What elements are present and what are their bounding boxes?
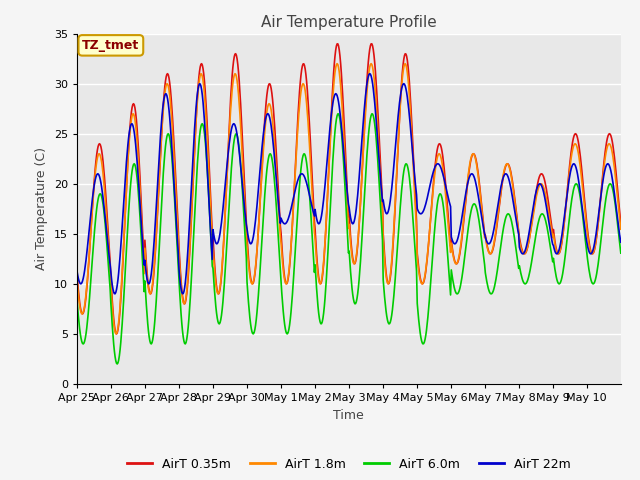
Line: AirT 0.35m: AirT 0.35m (77, 44, 621, 334)
AirT 6.0m (73, 295, 81, 300)
AirT 0.35m (264, 83, 272, 89)
Y-axis label: Air Temperature (C): Air Temperature (C) (35, 147, 48, 270)
AirT 6.0m (264, 156, 272, 162)
AirT 0.35m (113, 331, 120, 337)
AirT 22m (406, 121, 414, 127)
Line: AirT 1.8m: AirT 1.8m (77, 64, 621, 334)
Legend: AirT 0.35m, AirT 1.8m, AirT 6.0m, AirT 22m: AirT 0.35m, AirT 1.8m, AirT 6.0m, AirT 2… (122, 453, 575, 476)
AirT 1.8m (73, 275, 81, 281)
AirT 1.8m (285, 268, 292, 274)
AirT 22m (111, 291, 119, 297)
AirT 22m (617, 240, 625, 245)
AirT 22m (237, 170, 245, 176)
AirT 6.0m (437, 191, 445, 197)
AirT 0.35m (406, 91, 414, 97)
AirT 6.0m (237, 171, 245, 177)
AirT 0.35m (437, 143, 445, 148)
AirT 1.8m (237, 136, 245, 142)
Text: TZ_tmet: TZ_tmet (82, 39, 140, 52)
AirT 6.0m (285, 326, 292, 332)
Line: AirT 22m: AirT 22m (77, 73, 621, 294)
AirT 6.0m (406, 182, 414, 188)
Title: Air Temperature Profile: Air Temperature Profile (261, 15, 436, 30)
AirT 22m (366, 71, 374, 76)
AirT 0.35m (237, 115, 245, 120)
AirT 22m (73, 267, 81, 273)
AirT 0.35m (367, 41, 375, 47)
Line: AirT 6.0m: AirT 6.0m (77, 114, 621, 364)
AirT 6.0m (368, 111, 376, 117)
AirT 6.0m (113, 361, 121, 367)
AirT 1.8m (617, 226, 625, 232)
AirT 1.8m (112, 331, 120, 336)
AirT 22m (138, 223, 145, 228)
AirT 0.35m (73, 268, 81, 274)
AirT 1.8m (406, 105, 414, 110)
AirT 0.35m (617, 221, 625, 227)
X-axis label: Time: Time (333, 408, 364, 421)
AirT 6.0m (617, 250, 625, 256)
AirT 6.0m (138, 237, 145, 243)
AirT 0.35m (138, 203, 145, 208)
AirT 22m (437, 164, 445, 170)
AirT 1.8m (264, 102, 272, 108)
AirT 1.8m (138, 215, 145, 221)
AirT 0.35m (285, 270, 292, 276)
AirT 22m (285, 214, 292, 220)
AirT 22m (264, 111, 272, 117)
AirT 1.8m (437, 154, 445, 159)
AirT 1.8m (367, 61, 375, 67)
